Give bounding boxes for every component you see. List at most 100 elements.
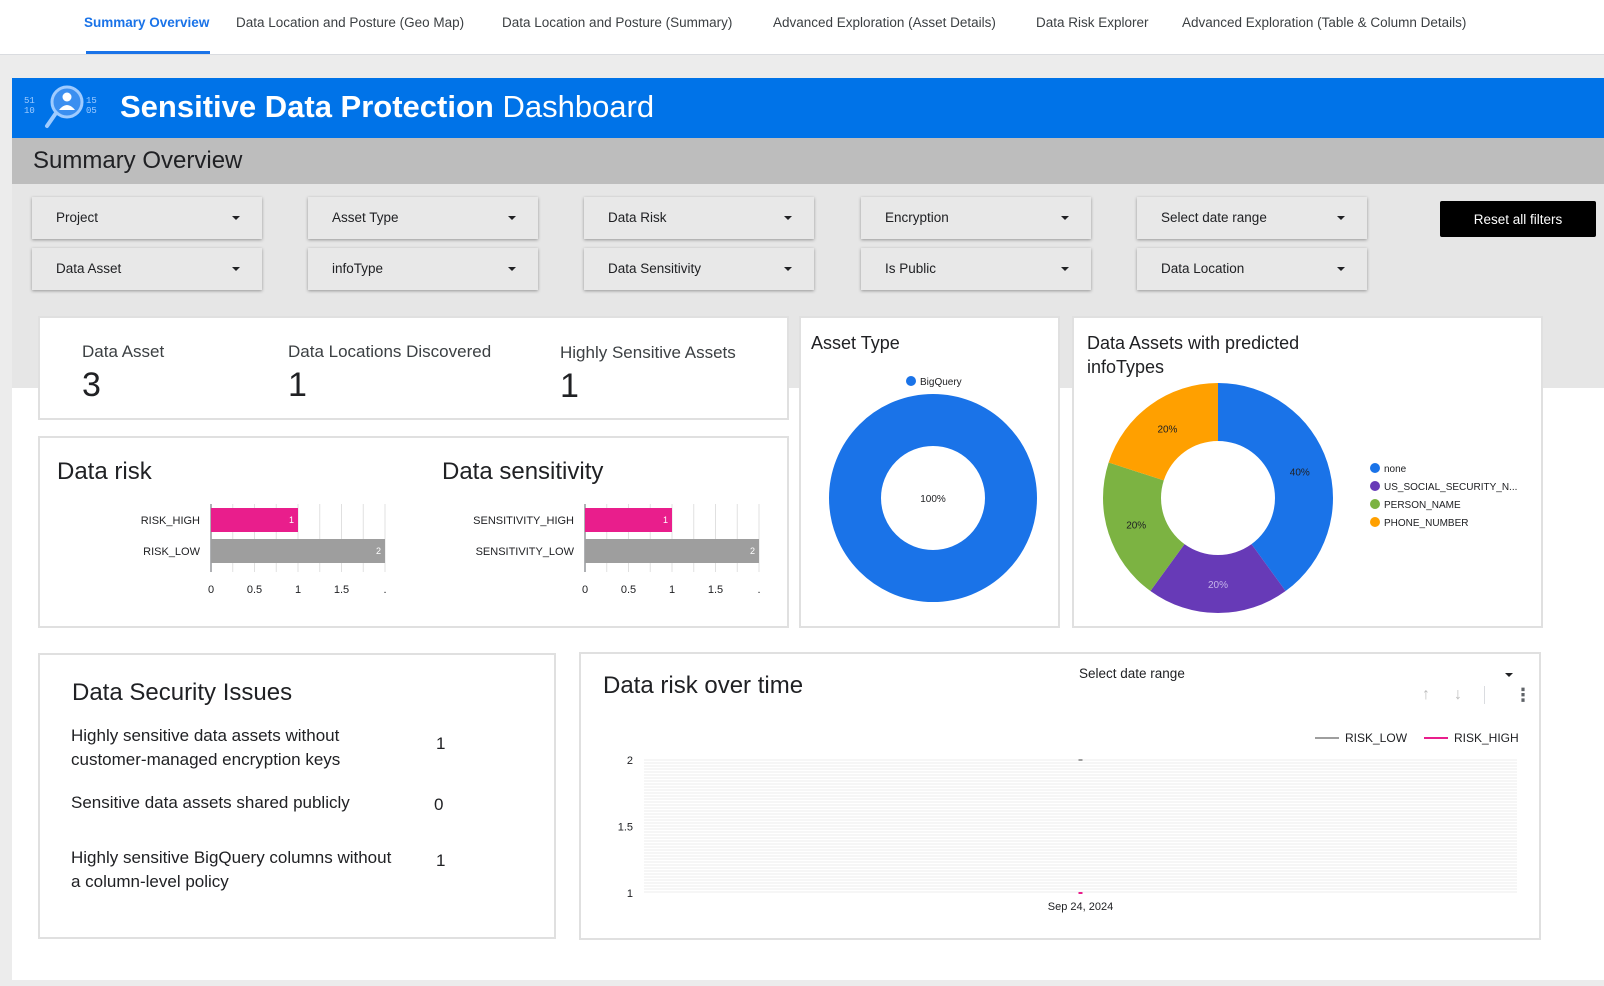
data-sensitivity-title: Data sensitivity	[442, 458, 604, 485]
data-risk-bar-chart: RISK_HIGH 1 RISK_LOW 2 0 0.5 1 1.5 . SENSITIVITY_…	[141, 504, 761, 596]
risk-time-tick-label: 1	[627, 888, 633, 900]
caret-down-icon	[1337, 267, 1345, 271]
date-range-filter[interactable]: Select date range	[1137, 197, 1367, 239]
infotype-data-label: 20%	[1126, 521, 1146, 532]
risk-bar	[211, 539, 385, 563]
risk-time-point	[1078, 759, 1083, 761]
asset-type-donut-chart: BigQuery 100%	[829, 376, 1037, 602]
infotype-title: Data Assets with predicted infoTypes	[1087, 333, 1300, 377]
infotype-slice	[1103, 462, 1185, 592]
encryption-filter[interactable]: Encryption	[861, 197, 1091, 239]
kpi-value: 1	[560, 367, 579, 405]
sensitivity-tick-label: 1.5	[708, 584, 723, 596]
risk-tick-label: 1.5	[334, 584, 349, 596]
infotype-slice	[1150, 544, 1286, 613]
infotype-legend-label: none	[1384, 464, 1407, 475]
asset-type-card: Asset Type BigQuery 100%	[799, 316, 1060, 628]
project-filter[interactable]: Project	[32, 197, 262, 239]
asset-legend-label: BigQuery	[920, 377, 962, 388]
divider	[1484, 686, 1485, 704]
data-sensitivity-filter[interactable]: Data Sensitivity	[584, 248, 814, 290]
infotype-legend-swatch	[1370, 481, 1380, 491]
sensitivity-category-label: SENSITIVITY_LOW	[476, 546, 575, 558]
data-asset-filter[interactable]: Data Asset	[32, 248, 262, 290]
risk-over-time-title: Data risk over time	[603, 672, 804, 699]
risk-time-point	[1078, 892, 1083, 894]
sensitivity-data-label: 1	[663, 515, 668, 525]
page-header: Summary Overview	[12, 138, 1604, 184]
issue-count: 0	[434, 795, 444, 814]
kpi-label: Data Locations Discovered	[288, 342, 492, 361]
report-canvas: 51 10 15 05 Sensitive Data Protection Da…	[12, 78, 1604, 980]
asset-type-filter[interactable]: Asset Type	[308, 197, 538, 239]
sensitivity-tick-label: 1	[669, 584, 675, 596]
data-location-filter[interactable]: Data Location	[1137, 248, 1367, 290]
dashboard-banner: 51 10 15 05 Sensitive Data Protection Da…	[12, 78, 1604, 138]
security-issues-title: Data Security Issues	[72, 679, 293, 706]
is-public-filter[interactable]: Is Public	[861, 248, 1091, 290]
risk-category-label: RISK_LOW	[143, 546, 200, 558]
caret-down-icon	[784, 216, 792, 220]
risk-bar	[211, 508, 298, 532]
risk-category-label: RISK_HIGH	[141, 515, 200, 527]
issue-count: 1	[436, 851, 446, 870]
risk-tick-label: 0	[208, 584, 214, 596]
risk-over-time-card: Data risk over time Select date range ↑ …	[579, 652, 1541, 940]
risk-time-tick-label: 1.5	[618, 822, 633, 834]
risk-time-legend-label: RISK_LOW	[1345, 731, 1408, 745]
infotype-card: Data Assets with predicted infoTypes 40%…	[1072, 316, 1543, 628]
sensitivity-bar	[585, 539, 759, 563]
issue-label: Sensitive data assets shared publicly	[71, 793, 350, 812]
infotype-legend-label: US_SOCIAL_SECURITY_N...	[1384, 482, 1517, 493]
asset-slice	[829, 394, 1037, 602]
infotype-legend-swatch	[1370, 517, 1380, 527]
caret-down-icon	[232, 216, 240, 220]
infotype-filter[interactable]: infoType	[308, 248, 538, 290]
dashboard-title: Sensitive Data Protection Dashboard	[120, 89, 655, 124]
kpi-value: 1	[288, 366, 307, 404]
risk-tick-label: .	[383, 584, 386, 596]
caret-down-icon	[1505, 673, 1513, 677]
active-tab-indicator	[86, 51, 210, 54]
infotype-legend-swatch	[1370, 463, 1380, 473]
tab-asset-details[interactable]: Advanced Exploration (Asset Details)	[773, 15, 996, 30]
risk-sensitivity-card: Data risk Data sensitivity RISK_HIGH 1 RIS…	[38, 436, 789, 628]
risk-date-range-select[interactable]: Select date range	[1079, 664, 1519, 690]
data-risk-filter[interactable]: Data Risk	[584, 197, 814, 239]
issue-label: Highly sensitive data assets without cus…	[71, 726, 341, 769]
tab-location-summary[interactable]: Data Location and Posture (Summary)	[502, 15, 733, 30]
sensitivity-tick-label: 0	[582, 584, 588, 596]
page-title: Summary Overview	[33, 147, 243, 174]
caret-down-icon	[508, 267, 516, 271]
tab-table-column-details[interactable]: Advanced Exploration (Table & Column Det…	[1182, 15, 1467, 30]
filter-bar: Project Asset Type Data Risk Encryption …	[12, 184, 1604, 388]
svg-text:05: 05	[86, 106, 97, 116]
tab-summary-overview[interactable]: Summary Overview	[84, 15, 210, 30]
issue-label: Highly sensitive BigQuery columns withou…	[71, 848, 392, 891]
svg-text:51: 51	[24, 96, 35, 106]
svg-text:15: 15	[86, 96, 97, 106]
kpi-value: 3	[82, 366, 101, 404]
sensitivity-tick-label: 0.5	[621, 584, 636, 596]
tab-data-risk-explorer[interactable]: Data Risk Explorer	[1036, 15, 1149, 30]
kpi-label: Highly Sensitive Assets	[560, 343, 736, 362]
svg-text:10: 10	[24, 106, 35, 116]
risk-data-label: 2	[376, 546, 381, 556]
more-options-icon[interactable]: ⋮	[1514, 685, 1532, 705]
report-page-tabs: Summary Overview Data Location and Postu…	[0, 0, 1604, 55]
reset-all-filters-button[interactable]: Reset all filters	[1440, 201, 1596, 237]
magnifier-person-icon: 51 10 15 05	[24, 85, 97, 128]
infotype-data-label: 20%	[1208, 580, 1228, 591]
infotype-legend-swatch	[1370, 499, 1380, 509]
risk-time-tick-label: 2	[627, 755, 633, 767]
data-risk-title: Data risk	[57, 458, 152, 485]
sensitivity-category-label: SENSITIVITY_HIGH	[473, 515, 574, 527]
infotype-slice	[1108, 383, 1218, 481]
sort-ascending-icon[interactable]: ↑	[1422, 686, 1430, 703]
sort-descending-icon[interactable]: ↓	[1454, 686, 1462, 703]
risk-data-label: 1	[289, 515, 294, 525]
risk-time-legend-label: RISK_HIGH	[1454, 731, 1519, 745]
tab-geo-map[interactable]: Data Location and Posture (Geo Map)	[236, 15, 465, 30]
infotype-data-label: 20%	[1157, 424, 1177, 435]
issue-count: 1	[436, 734, 446, 753]
